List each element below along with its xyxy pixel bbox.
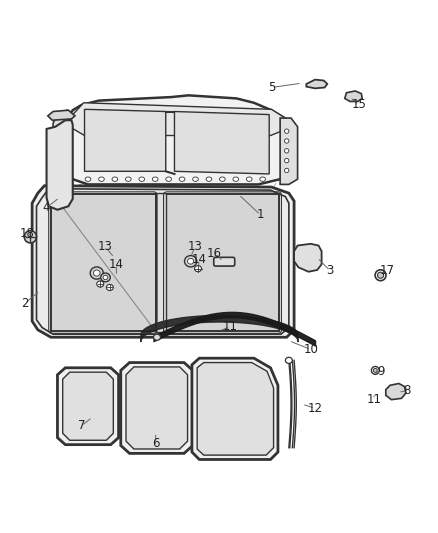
Polygon shape — [51, 195, 155, 331]
Polygon shape — [174, 111, 269, 174]
Polygon shape — [85, 109, 166, 171]
Polygon shape — [36, 189, 289, 334]
Ellipse shape — [90, 267, 103, 279]
Ellipse shape — [286, 357, 292, 364]
Text: 5: 5 — [268, 81, 275, 94]
Ellipse shape — [99, 177, 104, 181]
Ellipse shape — [179, 177, 185, 181]
Ellipse shape — [219, 177, 225, 181]
Ellipse shape — [103, 275, 108, 280]
Polygon shape — [57, 368, 119, 445]
Ellipse shape — [193, 177, 198, 181]
Polygon shape — [63, 372, 113, 440]
Text: 17: 17 — [380, 264, 395, 277]
Text: 15: 15 — [351, 99, 366, 111]
Text: 18: 18 — [19, 227, 34, 240]
Polygon shape — [32, 185, 294, 337]
Ellipse shape — [153, 334, 160, 340]
Polygon shape — [166, 195, 279, 331]
Ellipse shape — [97, 281, 104, 287]
Polygon shape — [197, 362, 274, 455]
Polygon shape — [386, 384, 406, 400]
Ellipse shape — [378, 272, 384, 278]
Ellipse shape — [285, 158, 289, 163]
Ellipse shape — [93, 270, 100, 276]
Ellipse shape — [285, 168, 289, 173]
Ellipse shape — [152, 177, 158, 181]
Ellipse shape — [166, 177, 171, 181]
Ellipse shape — [373, 368, 377, 373]
Text: 3: 3 — [327, 264, 334, 277]
Text: 13: 13 — [98, 240, 113, 253]
Text: 12: 12 — [307, 402, 322, 415]
Ellipse shape — [112, 177, 118, 181]
Polygon shape — [155, 193, 166, 332]
Ellipse shape — [106, 285, 113, 290]
Polygon shape — [67, 95, 289, 184]
Polygon shape — [53, 110, 73, 184]
Text: 13: 13 — [187, 240, 202, 253]
Ellipse shape — [194, 265, 201, 272]
Text: 6: 6 — [152, 437, 159, 450]
Ellipse shape — [206, 177, 212, 181]
Ellipse shape — [375, 270, 386, 281]
Ellipse shape — [247, 177, 252, 181]
Polygon shape — [280, 118, 297, 184]
Polygon shape — [70, 103, 287, 135]
Text: 7: 7 — [78, 419, 85, 432]
Polygon shape — [345, 91, 362, 101]
Polygon shape — [46, 120, 73, 210]
Ellipse shape — [285, 149, 289, 153]
Text: 16: 16 — [207, 247, 222, 260]
Text: 11: 11 — [367, 393, 381, 406]
Ellipse shape — [260, 177, 265, 181]
Ellipse shape — [187, 259, 194, 264]
Ellipse shape — [139, 177, 145, 181]
Polygon shape — [126, 367, 187, 449]
Text: 11: 11 — [223, 320, 237, 333]
Ellipse shape — [285, 139, 289, 143]
Ellipse shape — [184, 256, 197, 267]
Ellipse shape — [233, 177, 239, 181]
Ellipse shape — [24, 231, 36, 243]
Polygon shape — [306, 79, 327, 88]
Text: 14: 14 — [109, 258, 124, 271]
Ellipse shape — [371, 367, 379, 374]
Ellipse shape — [85, 177, 91, 181]
FancyBboxPatch shape — [214, 257, 235, 266]
Text: 14: 14 — [192, 254, 207, 266]
Text: 1: 1 — [257, 208, 264, 222]
Polygon shape — [192, 358, 278, 459]
Polygon shape — [121, 362, 193, 454]
Ellipse shape — [285, 129, 289, 133]
Text: 9: 9 — [377, 365, 384, 378]
Text: 4: 4 — [43, 201, 50, 214]
Polygon shape — [48, 110, 75, 120]
Text: 2: 2 — [21, 297, 28, 310]
Ellipse shape — [125, 177, 131, 181]
Text: 10: 10 — [303, 343, 318, 356]
Text: 8: 8 — [403, 384, 410, 398]
Polygon shape — [294, 244, 321, 272]
Ellipse shape — [101, 273, 110, 282]
